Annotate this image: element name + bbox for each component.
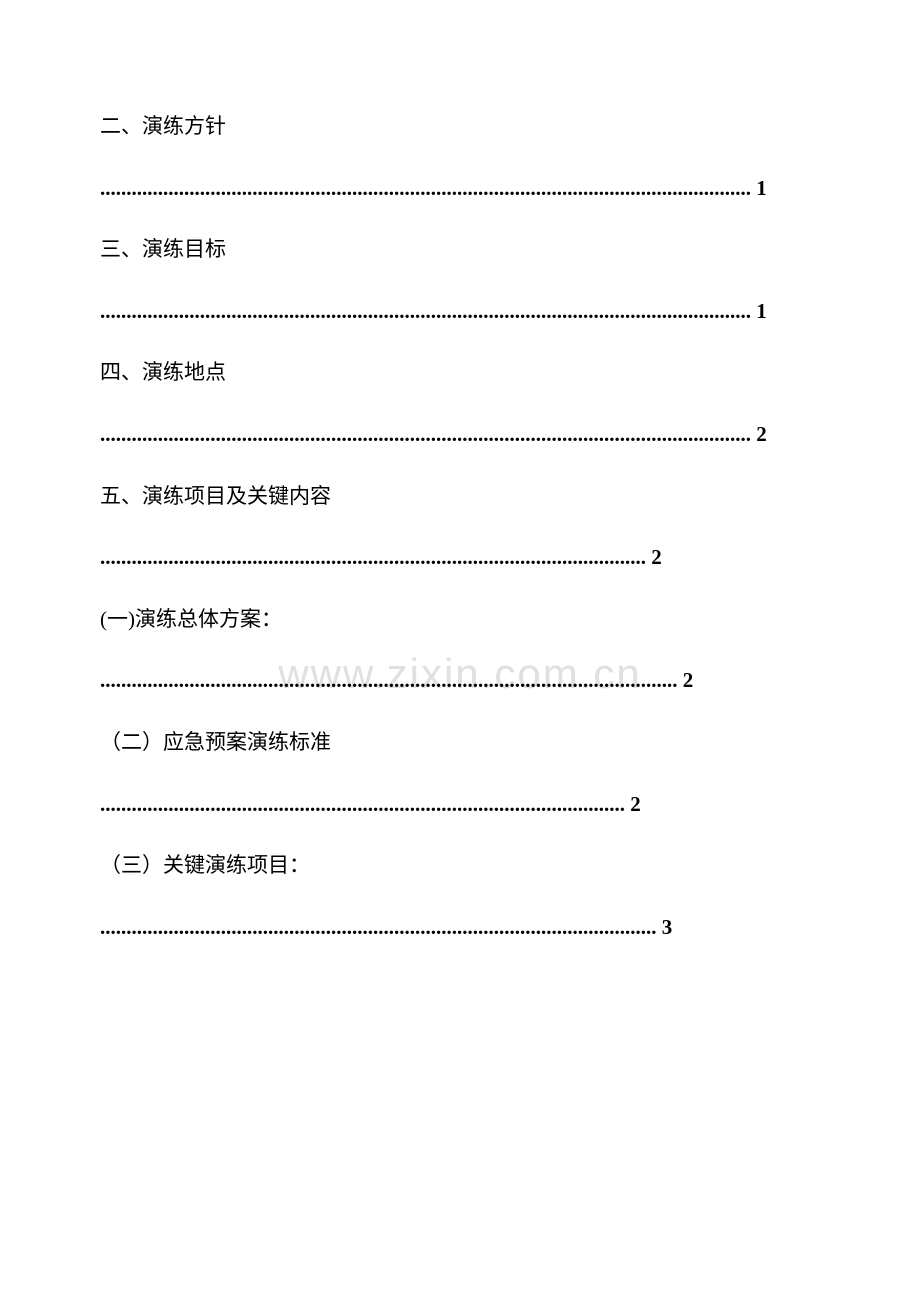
page-content: 二、演练方针 .................................… [0,0,920,1062]
toc-title: 五、演练项目及关键内容 [100,480,820,514]
toc-item: 三、演练目标 .................................… [100,233,820,328]
toc-dots-page: ........................................… [100,541,820,575]
toc-dots-page: ........................................… [100,172,820,206]
toc-dots-page: ........................................… [100,295,820,329]
toc-item: （三）关键演练项目： .............................… [100,849,820,944]
toc-title: 四、演练地点 [100,356,820,390]
toc-item: 五、演练项目及关键内容 ............................… [100,480,820,575]
toc-dots-page: ........................................… [100,911,820,945]
toc-title: (一)演练总体方案： [100,603,820,637]
toc-title: 二、演练方针 [100,110,820,144]
toc-dots-page: ........................................… [100,664,820,698]
toc-item: 二、演练方针 .................................… [100,110,820,205]
toc-dots-page: ........................................… [100,788,820,822]
toc-item: 四、演练地点 .................................… [100,356,820,451]
toc-title: （二）应急预案演练标准 [100,726,820,760]
toc-item: (一)演练总体方案： .............................… [100,603,820,698]
toc-title: 三、演练目标 [100,233,820,267]
toc-item: （二）应急预案演练标准 ............................… [100,726,820,821]
toc-title: （三）关键演练项目： [100,849,820,883]
toc-dots-page: ........................................… [100,418,820,452]
